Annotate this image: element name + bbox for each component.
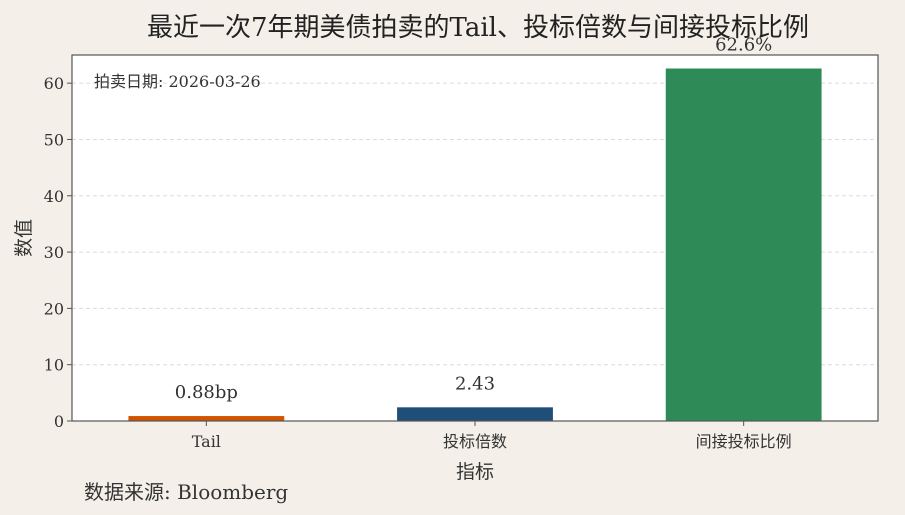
y-tick-label: 50 — [44, 130, 64, 149]
x-axis-label: 指标 — [456, 461, 494, 483]
data-label: 62.6% — [715, 35, 772, 56]
y-axis-label: 数值 — [13, 219, 35, 257]
y-tick-label: 20 — [44, 299, 64, 318]
x-tick-label: Tail — [192, 432, 221, 451]
source-note: 数据来源: Bloomberg — [84, 480, 288, 504]
y-tick-label: 10 — [44, 356, 64, 375]
bars — [128, 68, 822, 421]
y-tick-label: 40 — [44, 187, 64, 206]
data-label: 0.88bp — [175, 382, 238, 403]
x-tick-label: 间接投标比例 — [696, 432, 792, 451]
bar — [128, 416, 285, 421]
auction-date-annotation: 拍卖日期: 2026-03-26 — [94, 72, 261, 91]
data-labels: 0.88bp 2.43 62.6% — [175, 35, 772, 404]
bar — [397, 407, 553, 421]
data-label: 2.43 — [455, 373, 495, 394]
y-axis-ticks: 0 10 20 30 40 50 60 — [44, 74, 72, 431]
y-tick-label: 60 — [44, 74, 64, 93]
bar — [665, 68, 822, 421]
y-tick-label: 0 — [54, 412, 64, 431]
y-tick-label: 30 — [44, 243, 64, 262]
gridlines — [72, 82, 878, 366]
chart-title: 最近一次7年期美债拍卖的Tail、投标倍数与间接投标比例 — [147, 13, 809, 43]
x-axis-ticks: Tail 投标倍数 间接投标比例 — [192, 421, 792, 451]
x-tick-label: 投标倍数 — [443, 432, 507, 451]
